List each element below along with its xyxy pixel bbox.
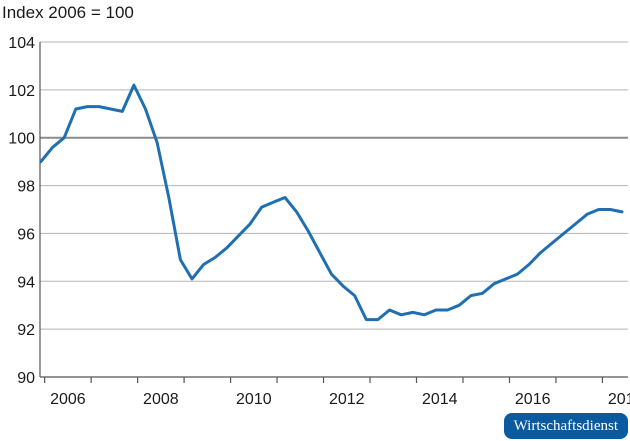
y-tick-label-100: 100 [8, 131, 35, 148]
x-tick-label-2016: 2016 [515, 391, 551, 408]
y-tick-label-94: 94 [17, 274, 35, 291]
y-tick-label-90: 90 [17, 370, 35, 387]
y-axis-title: Index 2006 = 100 [2, 3, 134, 22]
x-tick-label-2018: 2018 [608, 391, 630, 408]
x-tick-label-2008: 2008 [143, 391, 179, 408]
y-tick-label-92: 92 [17, 322, 35, 339]
x-tick-label-2012: 2012 [329, 391, 365, 408]
y-tick-label-96: 96 [17, 226, 35, 243]
y-tick-label-102: 102 [8, 83, 35, 100]
y-tick-label-104: 104 [8, 35, 35, 52]
x-tick-label-2006: 2006 [50, 391, 86, 408]
x-tick-label-2010: 2010 [236, 391, 272, 408]
series-line-1 [39, 83, 624, 322]
y-tick-labels: 90 92 94 96 98 100 102 104 [8, 35, 35, 387]
y-tick-label-98: 98 [17, 179, 35, 196]
x-tick-label-2014: 2014 [422, 391, 458, 408]
x-tick-labels: 2006 2008 2010 2012 2014 2016 2018 [50, 391, 630, 408]
grid-lines [39, 41, 628, 383]
series-layer [39, 83, 624, 322]
wirtschaftsdienst-badge: Wirtschaftsdienst [503, 413, 628, 439]
